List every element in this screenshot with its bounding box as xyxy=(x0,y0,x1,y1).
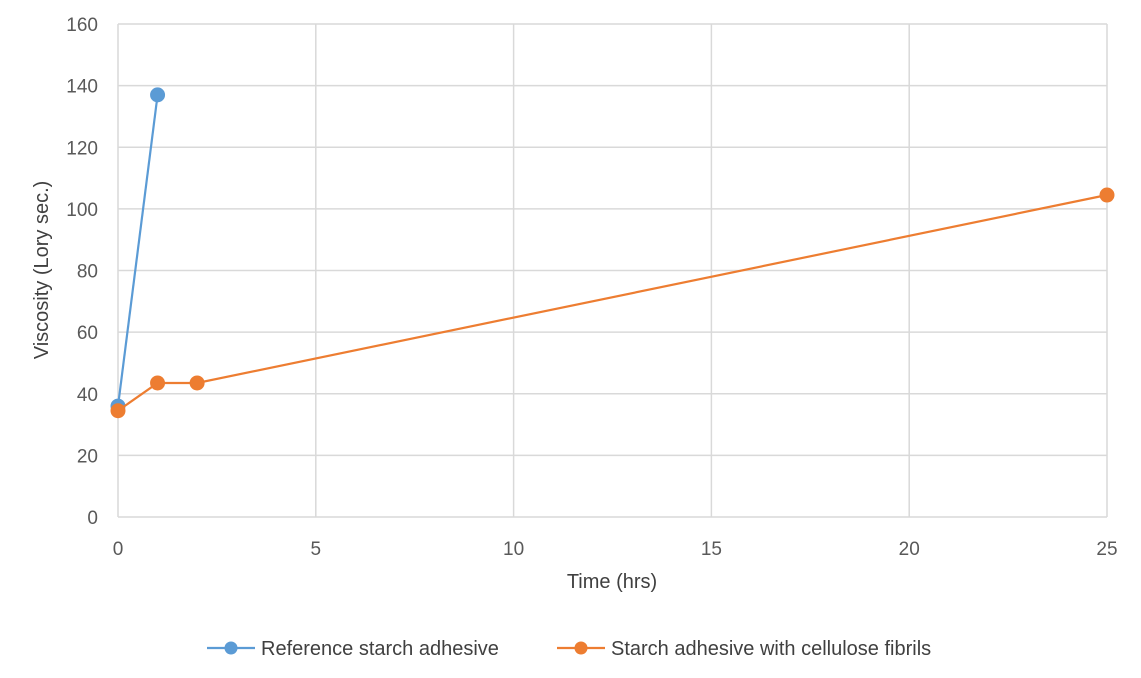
series-1 xyxy=(110,87,166,414)
x-axis-title: Time (hrs) xyxy=(567,571,657,593)
data-point xyxy=(1099,187,1115,203)
data-point xyxy=(110,403,126,419)
legend-item: Reference starch adhesive xyxy=(207,638,499,660)
data-point xyxy=(189,375,205,391)
y-tick-label: 120 xyxy=(66,138,98,159)
y-tick-label: 80 xyxy=(77,262,98,283)
y-tick-label: 40 xyxy=(77,385,98,406)
x-tick-label: 0 xyxy=(113,539,124,560)
y-tick-label: 140 xyxy=(66,77,98,98)
y-tick-label: 160 xyxy=(66,15,98,36)
y-axis-ticks: 0 20 40 60 80 100 120 140 160 xyxy=(66,15,98,529)
y-tick-label: 100 xyxy=(66,200,98,221)
x-tick-label: 5 xyxy=(311,539,322,560)
data-point xyxy=(150,87,166,103)
y-tick-label: 20 xyxy=(77,446,98,467)
x-tick-label: 10 xyxy=(503,539,524,560)
x-tick-label: 25 xyxy=(1096,539,1117,560)
legend-label: Starch adhesive with cellulose fibrils xyxy=(611,638,931,660)
series-line xyxy=(116,94,159,407)
data-point xyxy=(150,375,166,391)
series-line xyxy=(117,193,1108,412)
x-axis-ticks: 0 5 10 15 20 25 xyxy=(113,539,1118,560)
plot-area xyxy=(110,87,1115,419)
legend-marker xyxy=(224,641,238,655)
y-tick-label: 60 xyxy=(77,323,98,344)
grid xyxy=(117,23,1108,518)
legend: Reference starch adhesive Starch adhesive… xyxy=(207,638,931,660)
legend-item: Starch adhesive with cellulose fibrils xyxy=(557,638,931,660)
x-tick-label: 20 xyxy=(899,539,920,560)
legend-label: Reference starch adhesive xyxy=(261,638,499,660)
legend-marker xyxy=(574,641,588,655)
y-tick-label: 0 xyxy=(87,508,98,529)
x-tick-label: 15 xyxy=(701,539,722,560)
series-2 xyxy=(110,187,1115,419)
y-axis-title: Viscosity (Lory sec.) xyxy=(31,181,53,360)
